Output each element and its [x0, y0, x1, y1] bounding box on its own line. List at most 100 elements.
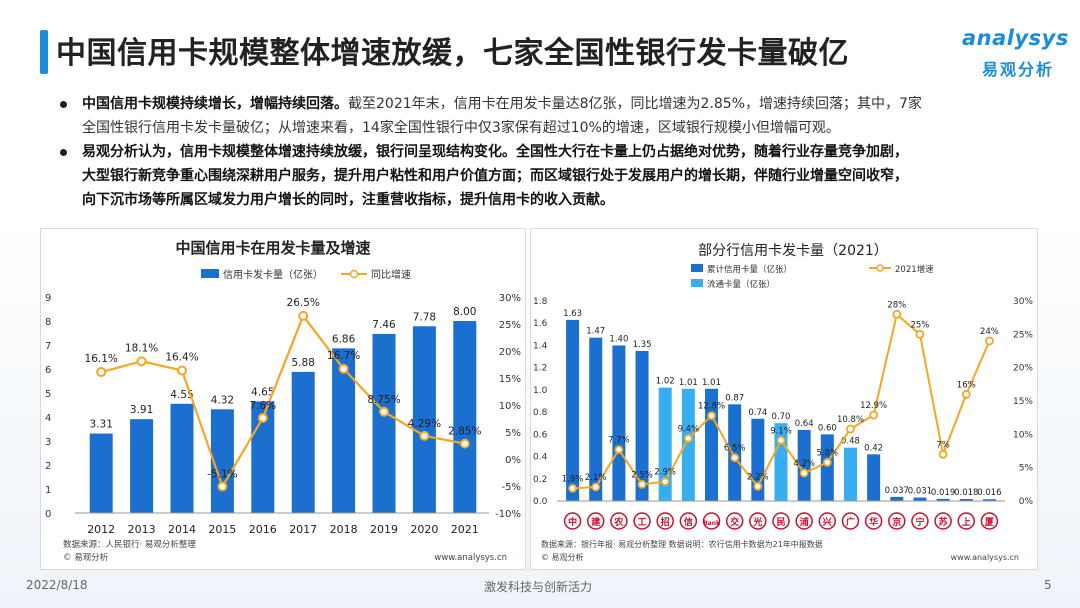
x-tick-label: 2018	[330, 523, 358, 536]
bar	[589, 337, 603, 501]
y-right-tick: 10%	[1013, 430, 1033, 440]
chart-2-title: 部分行信用卡发卡量（2021）	[698, 243, 888, 259]
chart-panel-right: 部分行信用卡发卡量（2021） 累计信用卡量（亿张） 2021增速 流通卡量（亿张） 0…	[530, 228, 1038, 570]
bar	[728, 404, 742, 501]
bullet-2: 易观分析认为，信用卡规模整体增速持续放缓，银行间呈现结构变化。全国性大行在卡量上…	[60, 140, 1030, 212]
y-left-tick: 1.2	[533, 364, 547, 374]
bar	[681, 388, 695, 501]
bank-logo-icon	[934, 512, 952, 530]
growth-label: 16.7%	[327, 350, 360, 362]
bar-value-label: 8.00	[453, 306, 476, 318]
growth-label: 2.9%	[654, 468, 676, 478]
growth-point	[915, 329, 925, 339]
growth-label: 7.7%	[608, 436, 630, 446]
growth-point	[822, 457, 832, 467]
growth-label: 1.9%	[562, 474, 584, 484]
bank-logo-mark: 建	[591, 516, 601, 528]
y-right-tick: 30%	[1013, 297, 1033, 307]
bar-value-label: 0.016	[977, 488, 1001, 498]
bank-logo-icon	[725, 512, 744, 530]
bar-value-label: 0.42	[864, 443, 883, 453]
growth-point	[591, 482, 601, 492]
bank-logo-mark: Bank	[703, 520, 721, 527]
bar	[635, 351, 649, 501]
growth-point	[217, 481, 228, 492]
growth-point	[136, 356, 147, 367]
y-right-tick: -5%	[502, 482, 521, 493]
bank-logo-icon	[957, 512, 976, 530]
legend-total-label: 累计信用卡量（亿张）	[707, 264, 792, 275]
y-right-tick: 30%	[499, 293, 521, 304]
y-left-tick: 6	[45, 365, 51, 376]
x-tick-label: 2012	[87, 523, 115, 536]
bank-logo-mark: 交	[730, 516, 739, 528]
bar-value-label: 3.91	[130, 404, 153, 416]
bar	[210, 409, 234, 513]
bank-logo-mark: 宁	[915, 516, 924, 528]
y-left-tick: 1.6	[533, 319, 548, 329]
chart-1-title: 中国信用卡在用发卡量及增速	[175, 239, 370, 257]
y-right-tick: 10%	[499, 401, 521, 412]
growth-point	[660, 477, 670, 487]
growth-label: 6.5%	[724, 444, 746, 454]
bar-value-label: 0.019	[931, 488, 955, 498]
bar-value-label: 6.86	[332, 333, 356, 345]
growth-label: 2.85%	[448, 426, 481, 438]
bullet-1-lead: 中国信用卡规模持续增长，增幅持续回落。	[82, 96, 348, 112]
growth-label: 28%	[887, 300, 906, 310]
bullet-1: 中国信用卡规模持续增长，增幅持续回落。截至2021年末，信用卡在用发卡量达8亿张…	[60, 92, 1030, 140]
bank-logo-icon	[610, 512, 628, 530]
growth-label: -5.1%	[207, 469, 237, 481]
bar-value-label: 1.35	[633, 340, 652, 350]
growth-point	[298, 310, 309, 321]
footer-page-number: 5	[1044, 578, 1052, 592]
title-accent-bar	[40, 30, 48, 74]
bar-value-label: 7.46	[372, 319, 396, 331]
bank-logo-mark: 上	[962, 516, 971, 528]
growth-point	[776, 435, 786, 445]
growth-point	[707, 411, 716, 421]
y-right-tick: 15%	[499, 374, 521, 385]
bank-logo-mark: 广	[846, 516, 855, 528]
growth-label: 4.29%	[408, 418, 441, 430]
bank-logo-icon	[586, 512, 605, 530]
y-left-tick: 0.2	[533, 475, 547, 485]
bank-logo-mark: 华	[869, 516, 878, 528]
y-left-tick: 1.0	[533, 386, 548, 396]
y-right-tick: 20%	[499, 347, 521, 358]
bar	[982, 499, 996, 501]
growth-point	[257, 412, 268, 423]
bank-logo-icon	[656, 512, 674, 530]
growth-label: 2.2%	[747, 472, 769, 482]
growth-point	[869, 410, 879, 420]
bank-logo-mark: 中	[568, 516, 577, 528]
bar	[412, 326, 436, 513]
y-left-tick: 2	[45, 461, 51, 472]
growth-point	[753, 481, 763, 491]
bar	[372, 333, 396, 513]
chart-2-site: www.analysys.cn	[951, 553, 1019, 562]
y-left-tick: 0.4	[533, 453, 548, 463]
bar-value-label: 0.60	[818, 423, 837, 433]
bank-logo-mark: 浦	[800, 516, 809, 528]
y-right-tick: 25%	[1013, 330, 1033, 340]
bar	[453, 321, 477, 513]
bar	[936, 498, 950, 501]
y-right-tick: 0%	[505, 455, 521, 466]
y-left-tick: 0.6	[533, 430, 548, 440]
bar-value-label: 0.87	[725, 393, 744, 403]
growth-label: 10.8%	[837, 415, 864, 425]
bullet-dot	[60, 101, 67, 108]
growth-point	[637, 479, 647, 489]
bar	[89, 433, 113, 513]
bullet-2-line3: 向下沉市场等所属区域发力用户增长的同时，注重营收指标，提升信用卡的收入贡献。	[82, 192, 614, 208]
bar-value-label: 0.74	[748, 408, 767, 418]
analysys-logo: analysys 易观分析	[956, 26, 1068, 82]
growth-label: 4.2%	[793, 459, 815, 469]
chart-2-copyright: © 易观分析	[541, 552, 584, 562]
y-right-tick: 5%	[1019, 464, 1034, 474]
bank-logo-icon	[818, 512, 837, 530]
chart-1-copyright: © 易观分析	[63, 552, 109, 563]
growth-point	[961, 389, 971, 399]
